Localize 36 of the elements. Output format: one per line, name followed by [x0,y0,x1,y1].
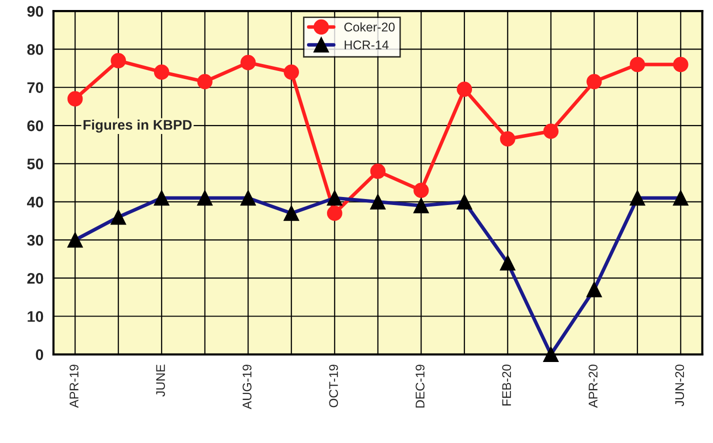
point [543,124,559,139]
y-tick-label: 0 [36,349,44,360]
point [456,82,472,97]
x-tick-label: APR-20 [588,364,598,408]
point [284,64,300,80]
point [154,64,170,80]
x-tick-label: DEC-19 [416,364,424,408]
point [500,131,516,147]
point [673,56,688,72]
x-tick-label: APR-19 [70,364,78,408]
x-tick-label: JUN-20 [675,364,684,406]
legend-label: Coker-20 [344,22,395,32]
point [240,54,256,70]
point [630,56,646,72]
y-tick-label: 10 [28,311,44,322]
point [110,53,126,68]
x-tick-label: FEB-20 [502,364,512,406]
y-tick-label: 90 [27,6,44,17]
y-tick-label: 80 [27,44,44,55]
point [197,74,213,90]
point [67,91,83,106]
point [586,74,602,90]
point [414,182,429,198]
y-tick-label: 40 [26,196,44,208]
y-tick-label: 70 [27,82,44,94]
point [326,206,342,221]
y-tick-label: 50 [27,158,44,170]
y-tick-label: 60 [27,120,44,132]
legend-label: HCR-14 [344,40,389,50]
x-tick-label: AUG-19 [242,364,252,410]
annotation: Figures in KBPD [84,120,192,133]
y-tick-label: 30 [27,234,44,246]
y-tick-label: 20 [27,272,44,284]
x-tick-label: JUNE [156,364,165,397]
x-tick-label: OCT-19 [329,364,338,408]
point [370,164,386,179]
